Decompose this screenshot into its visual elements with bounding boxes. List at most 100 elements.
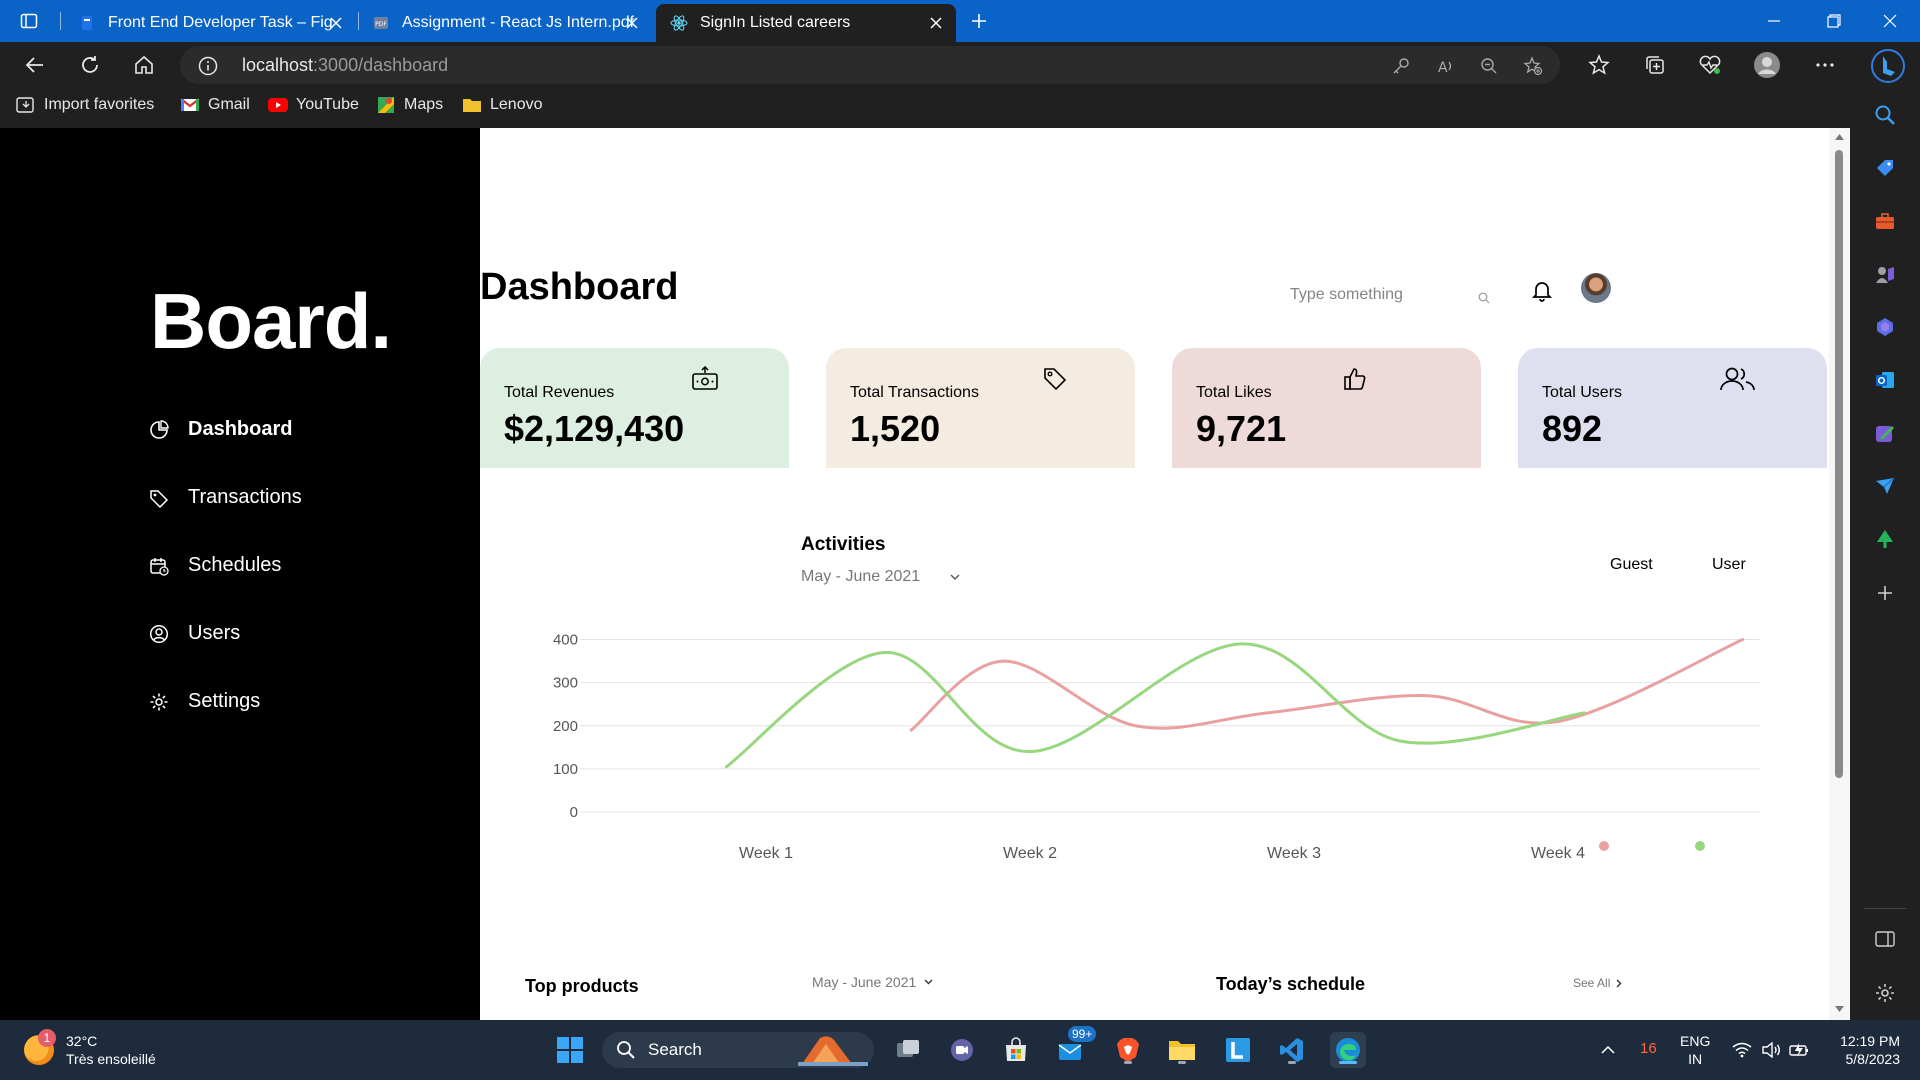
bing-copilot-icon[interactable] bbox=[1868, 46, 1908, 86]
customize-gear-icon[interactable] bbox=[1872, 980, 1898, 1006]
gmail-icon bbox=[180, 96, 200, 114]
favorite-lenovo-folder[interactable]: Lenovo bbox=[462, 96, 543, 114]
thumbs-up-icon bbox=[1340, 364, 1370, 394]
sidebar-item-dashboard[interactable]: Dashboard bbox=[148, 418, 292, 441]
favorites-icon[interactable] bbox=[1584, 50, 1614, 80]
back-arrow-icon[interactable] bbox=[20, 50, 50, 80]
new-tab-icon[interactable] bbox=[966, 8, 992, 34]
tools-icon[interactable] bbox=[1872, 208, 1898, 234]
close-window-icon[interactable] bbox=[1862, 0, 1918, 42]
file-explorer-icon[interactable] bbox=[1164, 1032, 1200, 1068]
scroll-down-icon[interactable] bbox=[1835, 1006, 1844, 1012]
taskbar-search[interactable]: Search bbox=[602, 1032, 874, 1068]
maps-icon bbox=[376, 96, 396, 114]
sun-icon: 1 bbox=[24, 1029, 56, 1065]
user-circle-icon bbox=[148, 623, 170, 645]
edge-browser-icon[interactable] bbox=[1330, 1032, 1366, 1068]
tree-icon[interactable] bbox=[1872, 526, 1898, 552]
tab-separator bbox=[60, 12, 61, 30]
windows-start-icon[interactable] bbox=[552, 1032, 588, 1068]
top-products-range-dropdown[interactable]: May - June 2021 bbox=[812, 974, 933, 990]
close-tab-icon[interactable] bbox=[926, 13, 946, 33]
clock[interactable]: 12:19 PM 5/8/2023 bbox=[1830, 1032, 1900, 1068]
outlook-icon[interactable] bbox=[1872, 367, 1898, 393]
close-tab-icon[interactable] bbox=[622, 13, 642, 33]
tab-pdf[interactable]: PDF Assignment - React Js Intern.pdf bbox=[360, 4, 652, 42]
add-sidebar-app-icon[interactable] bbox=[1872, 580, 1898, 606]
add-favorite-icon[interactable] bbox=[1522, 55, 1544, 77]
sidebar-item-users[interactable]: Users bbox=[148, 622, 240, 645]
refresh-icon[interactable] bbox=[75, 50, 105, 80]
games-icon[interactable] bbox=[1872, 261, 1898, 287]
active-indicator bbox=[1339, 1061, 1357, 1064]
copilot-icon[interactable] bbox=[1872, 314, 1898, 340]
designer-icon[interactable] bbox=[1872, 420, 1898, 446]
pdf-icon: PDF bbox=[372, 14, 390, 32]
language-indicator[interactable]: ENG IN bbox=[1680, 1032, 1710, 1068]
shopping-tag-icon[interactable] bbox=[1872, 155, 1898, 181]
read-aloud-icon[interactable]: A bbox=[1435, 55, 1457, 77]
chevron-up-icon[interactable] bbox=[1596, 1020, 1620, 1080]
search-input[interactable] bbox=[1290, 286, 1470, 304]
vscode-icon[interactable] bbox=[1274, 1032, 1310, 1068]
mail-icon[interactable]: 99+ bbox=[1054, 1026, 1097, 1068]
tab-signin-listed[interactable]: SignIn Listed careers bbox=[656, 4, 956, 42]
clock-date: 5/8/2023 bbox=[1845, 1051, 1901, 1067]
avatar[interactable] bbox=[1581, 273, 1611, 303]
series-line-user bbox=[724, 642, 1586, 769]
brave-browser-icon[interactable] bbox=[1110, 1032, 1146, 1068]
money-icon bbox=[690, 364, 720, 394]
microsoft-store-icon[interactable] bbox=[998, 1032, 1034, 1068]
zoom-out-icon[interactable] bbox=[1478, 55, 1500, 77]
x-tick-label: Week 1 bbox=[739, 845, 793, 862]
x-tick-label: Week 3 bbox=[1267, 845, 1321, 862]
hide-sidebar-icon[interactable] bbox=[1872, 926, 1898, 952]
search-icon[interactable] bbox=[1872, 102, 1898, 128]
card-label: Total Revenues bbox=[504, 384, 615, 401]
restore-icon[interactable] bbox=[1806, 0, 1862, 42]
tab-figma[interactable]: Front End Developer Task – Figm bbox=[66, 4, 356, 42]
scrollbar-thumb[interactable] bbox=[1835, 150, 1843, 778]
favorite-maps[interactable]: Maps bbox=[376, 96, 443, 114]
windows-taskbar: 1 32°C Très ensoleillé Search 99+ bbox=[0, 1020, 1920, 1080]
series-line-guest bbox=[909, 638, 1745, 732]
tray-app-number[interactable]: 16 bbox=[1640, 1040, 1657, 1057]
collections-icon[interactable] bbox=[1640, 50, 1670, 80]
page-scrollbar[interactable] bbox=[1829, 128, 1850, 1020]
tab-actions-icon[interactable] bbox=[16, 8, 42, 34]
minimize-icon[interactable] bbox=[1746, 0, 1802, 42]
volume-icon[interactable] bbox=[1759, 1020, 1783, 1080]
search-icon[interactable] bbox=[1478, 292, 1490, 304]
send-icon[interactable] bbox=[1872, 473, 1898, 499]
favorite-youtube[interactable]: YouTube bbox=[268, 96, 359, 114]
teams-chat-icon[interactable] bbox=[944, 1032, 980, 1068]
site-info-icon[interactable] bbox=[198, 56, 218, 76]
top-products-title: Top products bbox=[525, 976, 639, 996]
scroll-up-icon[interactable] bbox=[1835, 134, 1844, 140]
battery-charging-icon[interactable] bbox=[1788, 1020, 1812, 1080]
browser-essentials-icon[interactable] bbox=[1695, 50, 1725, 80]
weather-widget[interactable]: 1 32°C Très ensoleillé bbox=[24, 1029, 156, 1068]
activities-range-dropdown[interactable]: May - June 2021 bbox=[801, 568, 960, 586]
home-icon[interactable] bbox=[129, 50, 159, 80]
svg-text:A: A bbox=[1438, 60, 1448, 75]
address-bar[interactable]: localhost:3000/dashboard A bbox=[180, 46, 1560, 84]
see-all-link[interactable]: See All bbox=[1573, 976, 1622, 990]
task-view-icon[interactable] bbox=[890, 1032, 926, 1068]
sidebar-item-settings[interactable]: Settings bbox=[148, 690, 260, 713]
sidebar-item-schedules[interactable]: Schedules bbox=[148, 554, 281, 577]
profile-icon[interactable] bbox=[1752, 50, 1782, 80]
search-highlight-icon bbox=[798, 1032, 868, 1068]
favorite-gmail[interactable]: Gmail bbox=[180, 96, 250, 114]
sidebar-item-transactions[interactable]: Transactions bbox=[148, 486, 302, 509]
search-box[interactable] bbox=[1280, 278, 1500, 318]
more-options-icon[interactable] bbox=[1810, 50, 1840, 80]
card-value: 1,520 bbox=[850, 408, 941, 449]
notification-bell-icon[interactable] bbox=[1530, 278, 1554, 304]
favorite-import[interactable]: Import favorites bbox=[16, 96, 154, 114]
close-tab-icon[interactable] bbox=[326, 13, 346, 33]
key-icon[interactable] bbox=[1390, 55, 1412, 77]
users-icon bbox=[1718, 364, 1758, 394]
lenovo-vantage-icon[interactable] bbox=[1220, 1032, 1256, 1068]
wifi-icon[interactable] bbox=[1730, 1020, 1754, 1080]
